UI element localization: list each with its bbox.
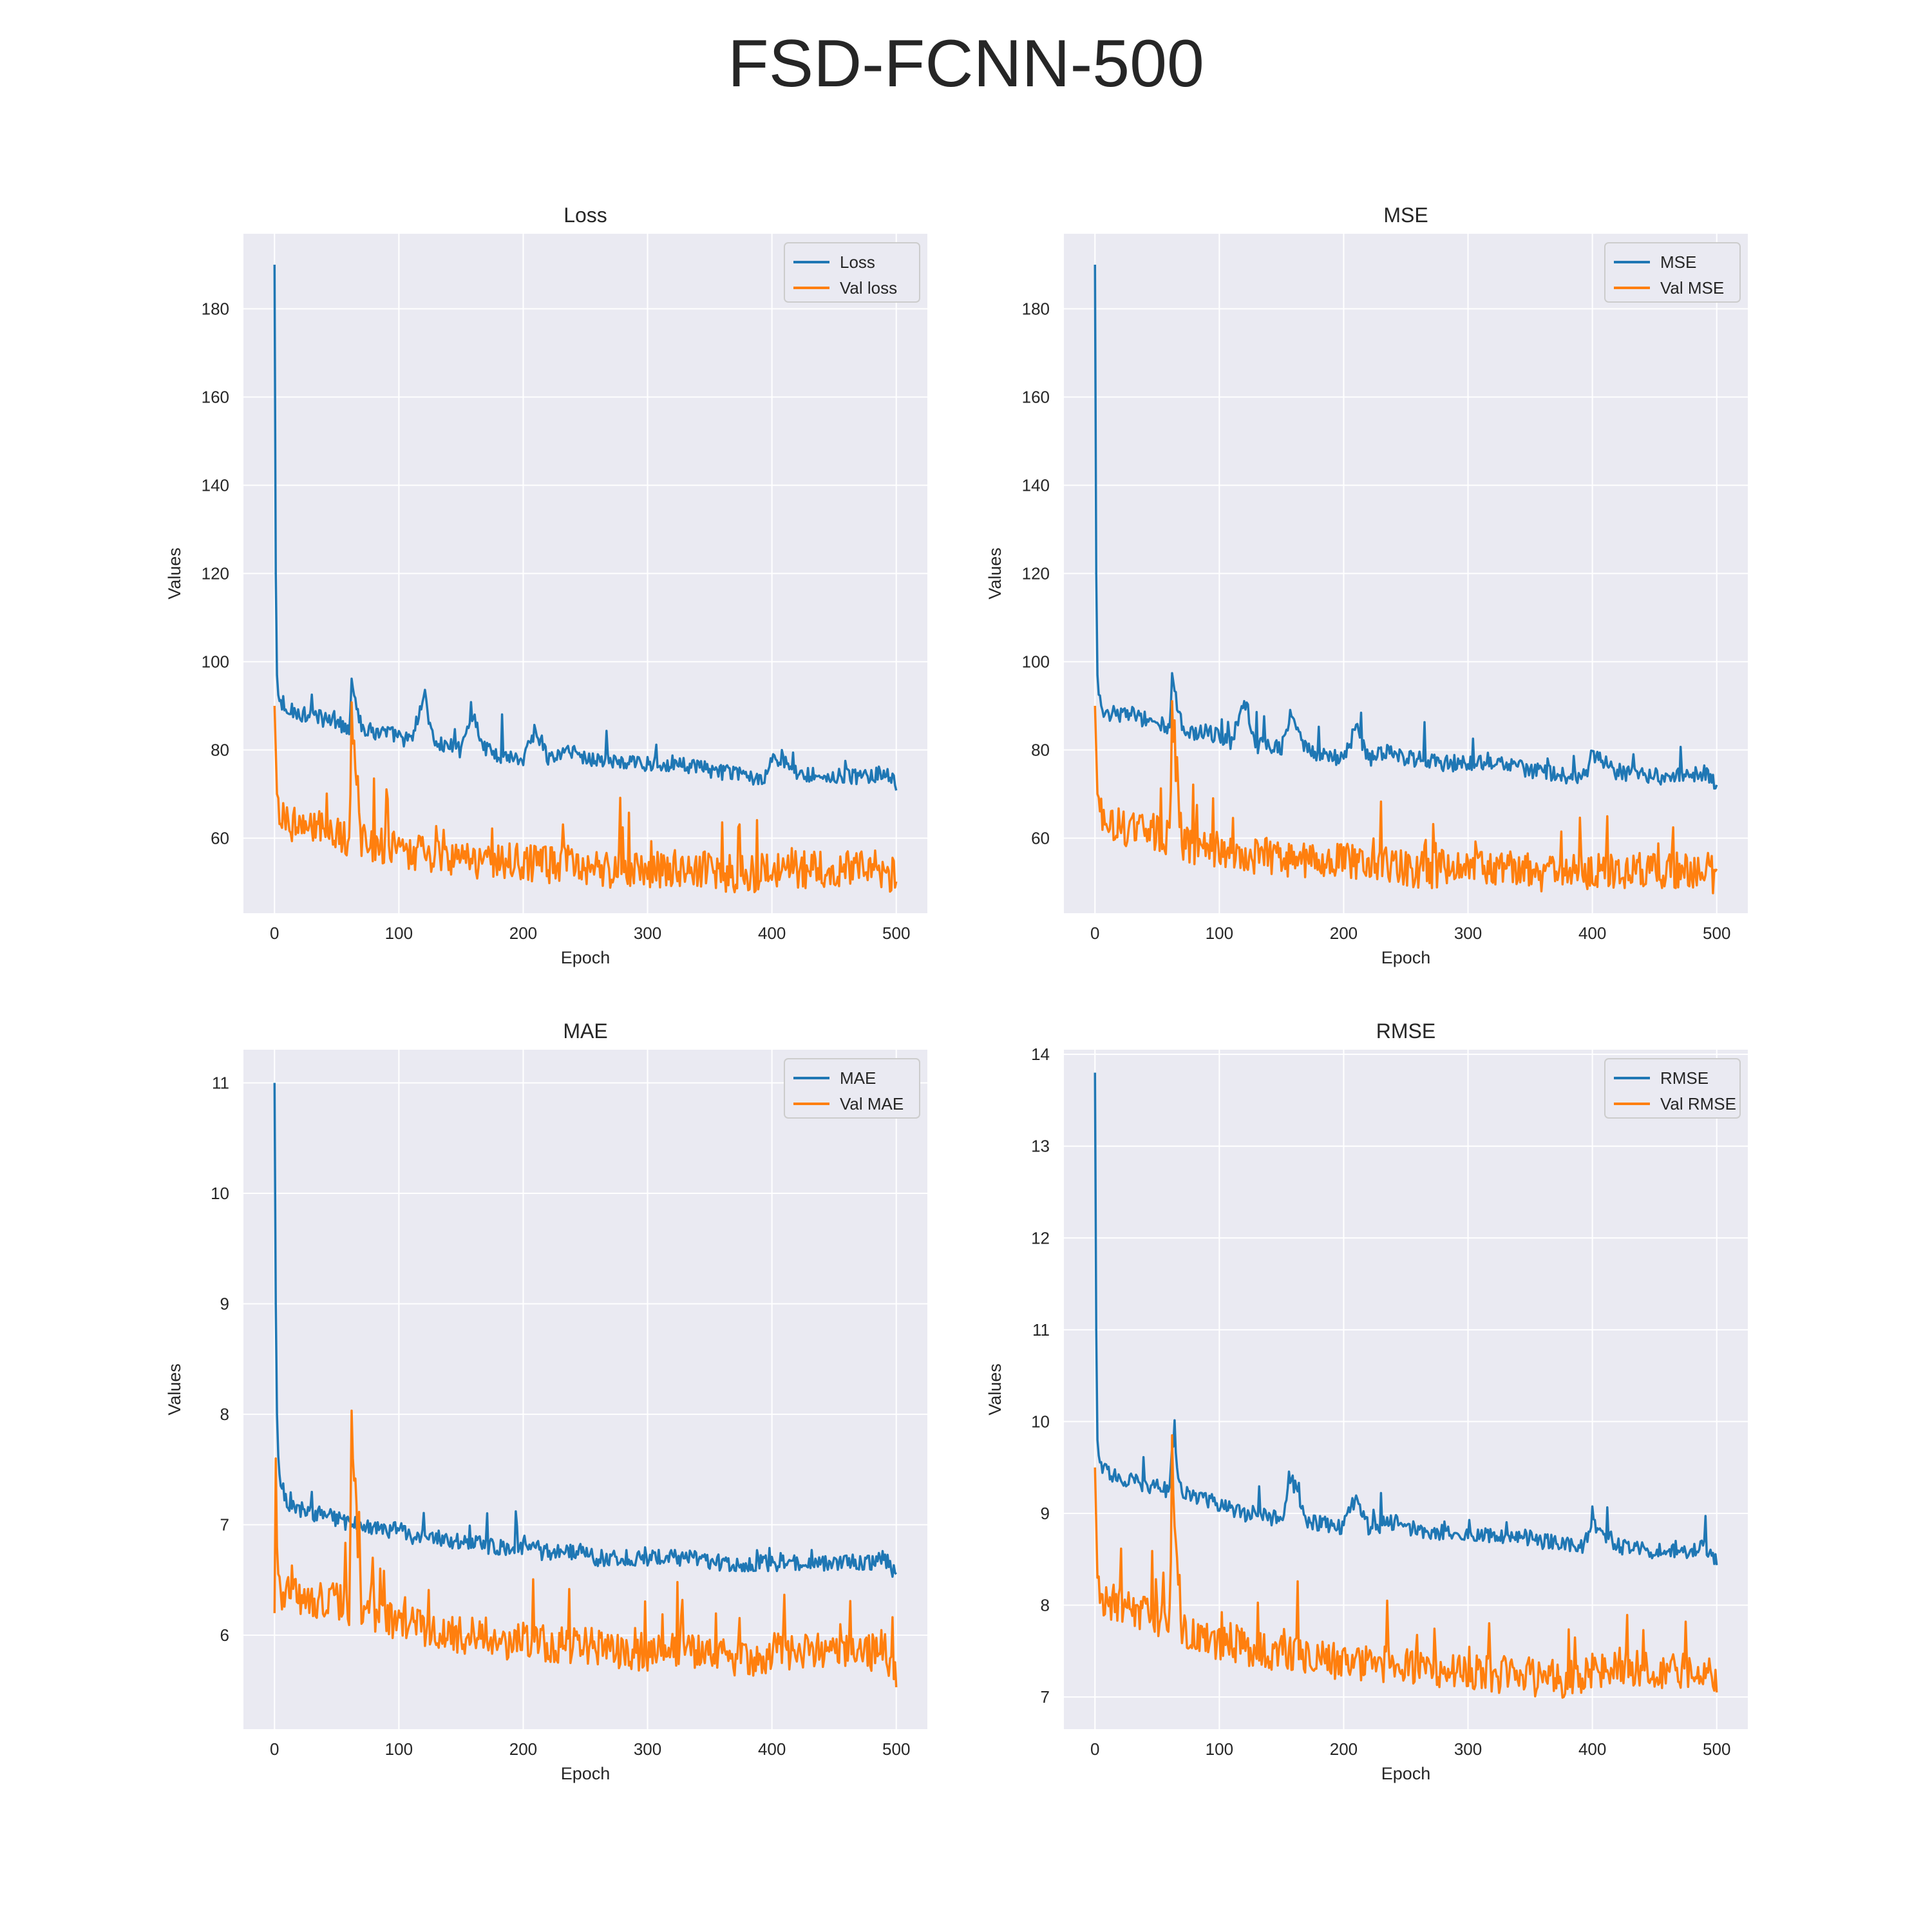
y-tick-label: 8: [1041, 1596, 1050, 1615]
y-tick-label: 120: [1022, 564, 1050, 583]
y-tick-label: 9: [1041, 1504, 1050, 1523]
x-tick-label: 200: [509, 923, 537, 943]
series-line-val-mae: [273, 1409, 898, 1687]
x-axis-label: Epoch: [1381, 948, 1431, 967]
y-tick-label: 14: [1031, 1045, 1050, 1064]
y-tick-label: 180: [1022, 299, 1050, 318]
series-line-val-mse: [1094, 700, 1718, 895]
legend: RMSE Val RMSE: [1604, 1058, 1741, 1119]
y-axis-label: Values: [985, 547, 1005, 600]
y-tick-label: 11: [212, 1073, 229, 1092]
legend: MSE Val MSE: [1604, 242, 1741, 303]
x-axis-label: Epoch: [1381, 1764, 1431, 1783]
chart-panel-mse: 0 100 200 300 400 500 60 80 100 120 140 160 180 MSE Ep…: [985, 204, 1748, 967]
legend-entry: Val MAE: [840, 1094, 904, 1113]
y-tick-label: 140: [1022, 475, 1050, 495]
y-tick-label: 60: [1031, 829, 1050, 848]
x-axis-label: Epoch: [561, 948, 611, 967]
x-tick-label: 0: [270, 1739, 279, 1759]
x-tick-label: 100: [385, 1739, 413, 1759]
x-tick-label: 300: [634, 923, 661, 943]
chart-panel-loss: 0 100 200 300 400 500 60 80 100 120 140 160 180 Loss E…: [165, 204, 927, 967]
x-tick-label: 500: [1703, 1739, 1730, 1759]
panel-title: Loss: [564, 204, 607, 227]
figure-title: FSD-FCNN-500: [728, 26, 1204, 101]
series-line-rmse: [1094, 1072, 1718, 1566]
chart-panel-rmse: 0 100 200 300 400 500 7 8 9 10 11 12 13 14 RMSE Epoch Va…: [985, 1019, 1748, 1783]
plot-area: [1064, 1050, 1748, 1729]
x-tick-label: 0: [1090, 1739, 1099, 1759]
panel-title: RMSE: [1376, 1019, 1435, 1043]
legend-entry: RMSE: [1660, 1068, 1709, 1088]
x-tick-label: 100: [1206, 923, 1233, 943]
y-tick-label: 10: [211, 1184, 229, 1203]
y-tick-label: 80: [211, 741, 229, 760]
series-line-val-rmse: [1094, 1434, 1718, 1699]
series-line-loss: [273, 264, 898, 791]
y-tick-label: 6: [220, 1625, 229, 1645]
y-tick-label: 100: [202, 652, 229, 672]
x-tick-label: 100: [385, 923, 413, 943]
legend-entry: MSE: [1660, 252, 1696, 272]
x-tick-label: 200: [1330, 923, 1358, 943]
y-axis-label: Values: [985, 1363, 1005, 1416]
y-tick-label: 100: [1022, 652, 1050, 672]
legend: MAE Val MAE: [784, 1058, 920, 1119]
y-axis-label: Values: [165, 547, 184, 600]
panel-title: MSE: [1383, 204, 1428, 227]
x-tick-label: 400: [758, 1739, 786, 1759]
x-tick-label: 500: [1703, 923, 1730, 943]
x-tick-label: 200: [1330, 1739, 1358, 1759]
x-tick-label: 400: [1578, 1739, 1606, 1759]
legend-entry: Val loss: [840, 278, 897, 298]
series-line-mse: [1094, 264, 1718, 790]
x-tick-label: 400: [758, 923, 786, 943]
y-tick-label: 7: [220, 1515, 229, 1535]
y-tick-label: 12: [1031, 1228, 1050, 1247]
x-tick-label: 200: [509, 1739, 537, 1759]
y-tick-label: 13: [1031, 1137, 1050, 1156]
legend: Loss Val loss: [784, 242, 920, 303]
series-line-mae: [273, 1083, 897, 1578]
x-tick-label: 0: [270, 923, 279, 943]
x-tick-label: 300: [634, 1739, 661, 1759]
y-tick-label: 10: [1031, 1412, 1050, 1431]
chart-panel-mae: 0 100 200 300 400 500 6 7 8 9 10 11 MAE Epoch Values MA…: [165, 1019, 927, 1783]
x-tick-label: 0: [1090, 923, 1099, 943]
y-axis-label: Values: [165, 1363, 184, 1416]
legend-entry: Loss: [840, 252, 875, 272]
y-tick-label: 80: [1031, 741, 1050, 760]
x-tick-label: 500: [882, 1739, 910, 1759]
legend-entry: MAE: [840, 1068, 876, 1088]
y-tick-label: 140: [202, 475, 229, 495]
x-tick-label: 100: [1206, 1739, 1233, 1759]
panel-title: MAE: [563, 1019, 607, 1043]
x-tick-label: 300: [1454, 1739, 1482, 1759]
x-tick-label: 300: [1454, 923, 1482, 943]
y-tick-label: 8: [220, 1405, 229, 1424]
y-tick-label: 11: [1032, 1320, 1050, 1340]
x-tick-label: 500: [882, 923, 910, 943]
x-axis-label: Epoch: [561, 1764, 611, 1783]
y-tick-label: 160: [1022, 387, 1050, 406]
legend-entry: Val RMSE: [1660, 1094, 1736, 1113]
y-tick-label: 160: [202, 387, 229, 406]
y-tick-label: 7: [1041, 1687, 1050, 1707]
plot-area: [243, 1050, 927, 1729]
y-tick-label: 9: [220, 1294, 229, 1314]
series-line-val-loss: [273, 701, 898, 894]
y-tick-label: 180: [202, 299, 229, 318]
legend-entry: Val MSE: [1660, 278, 1724, 298]
x-tick-label: 400: [1578, 923, 1606, 943]
y-tick-label: 60: [211, 829, 229, 848]
y-tick-label: 120: [202, 564, 229, 583]
